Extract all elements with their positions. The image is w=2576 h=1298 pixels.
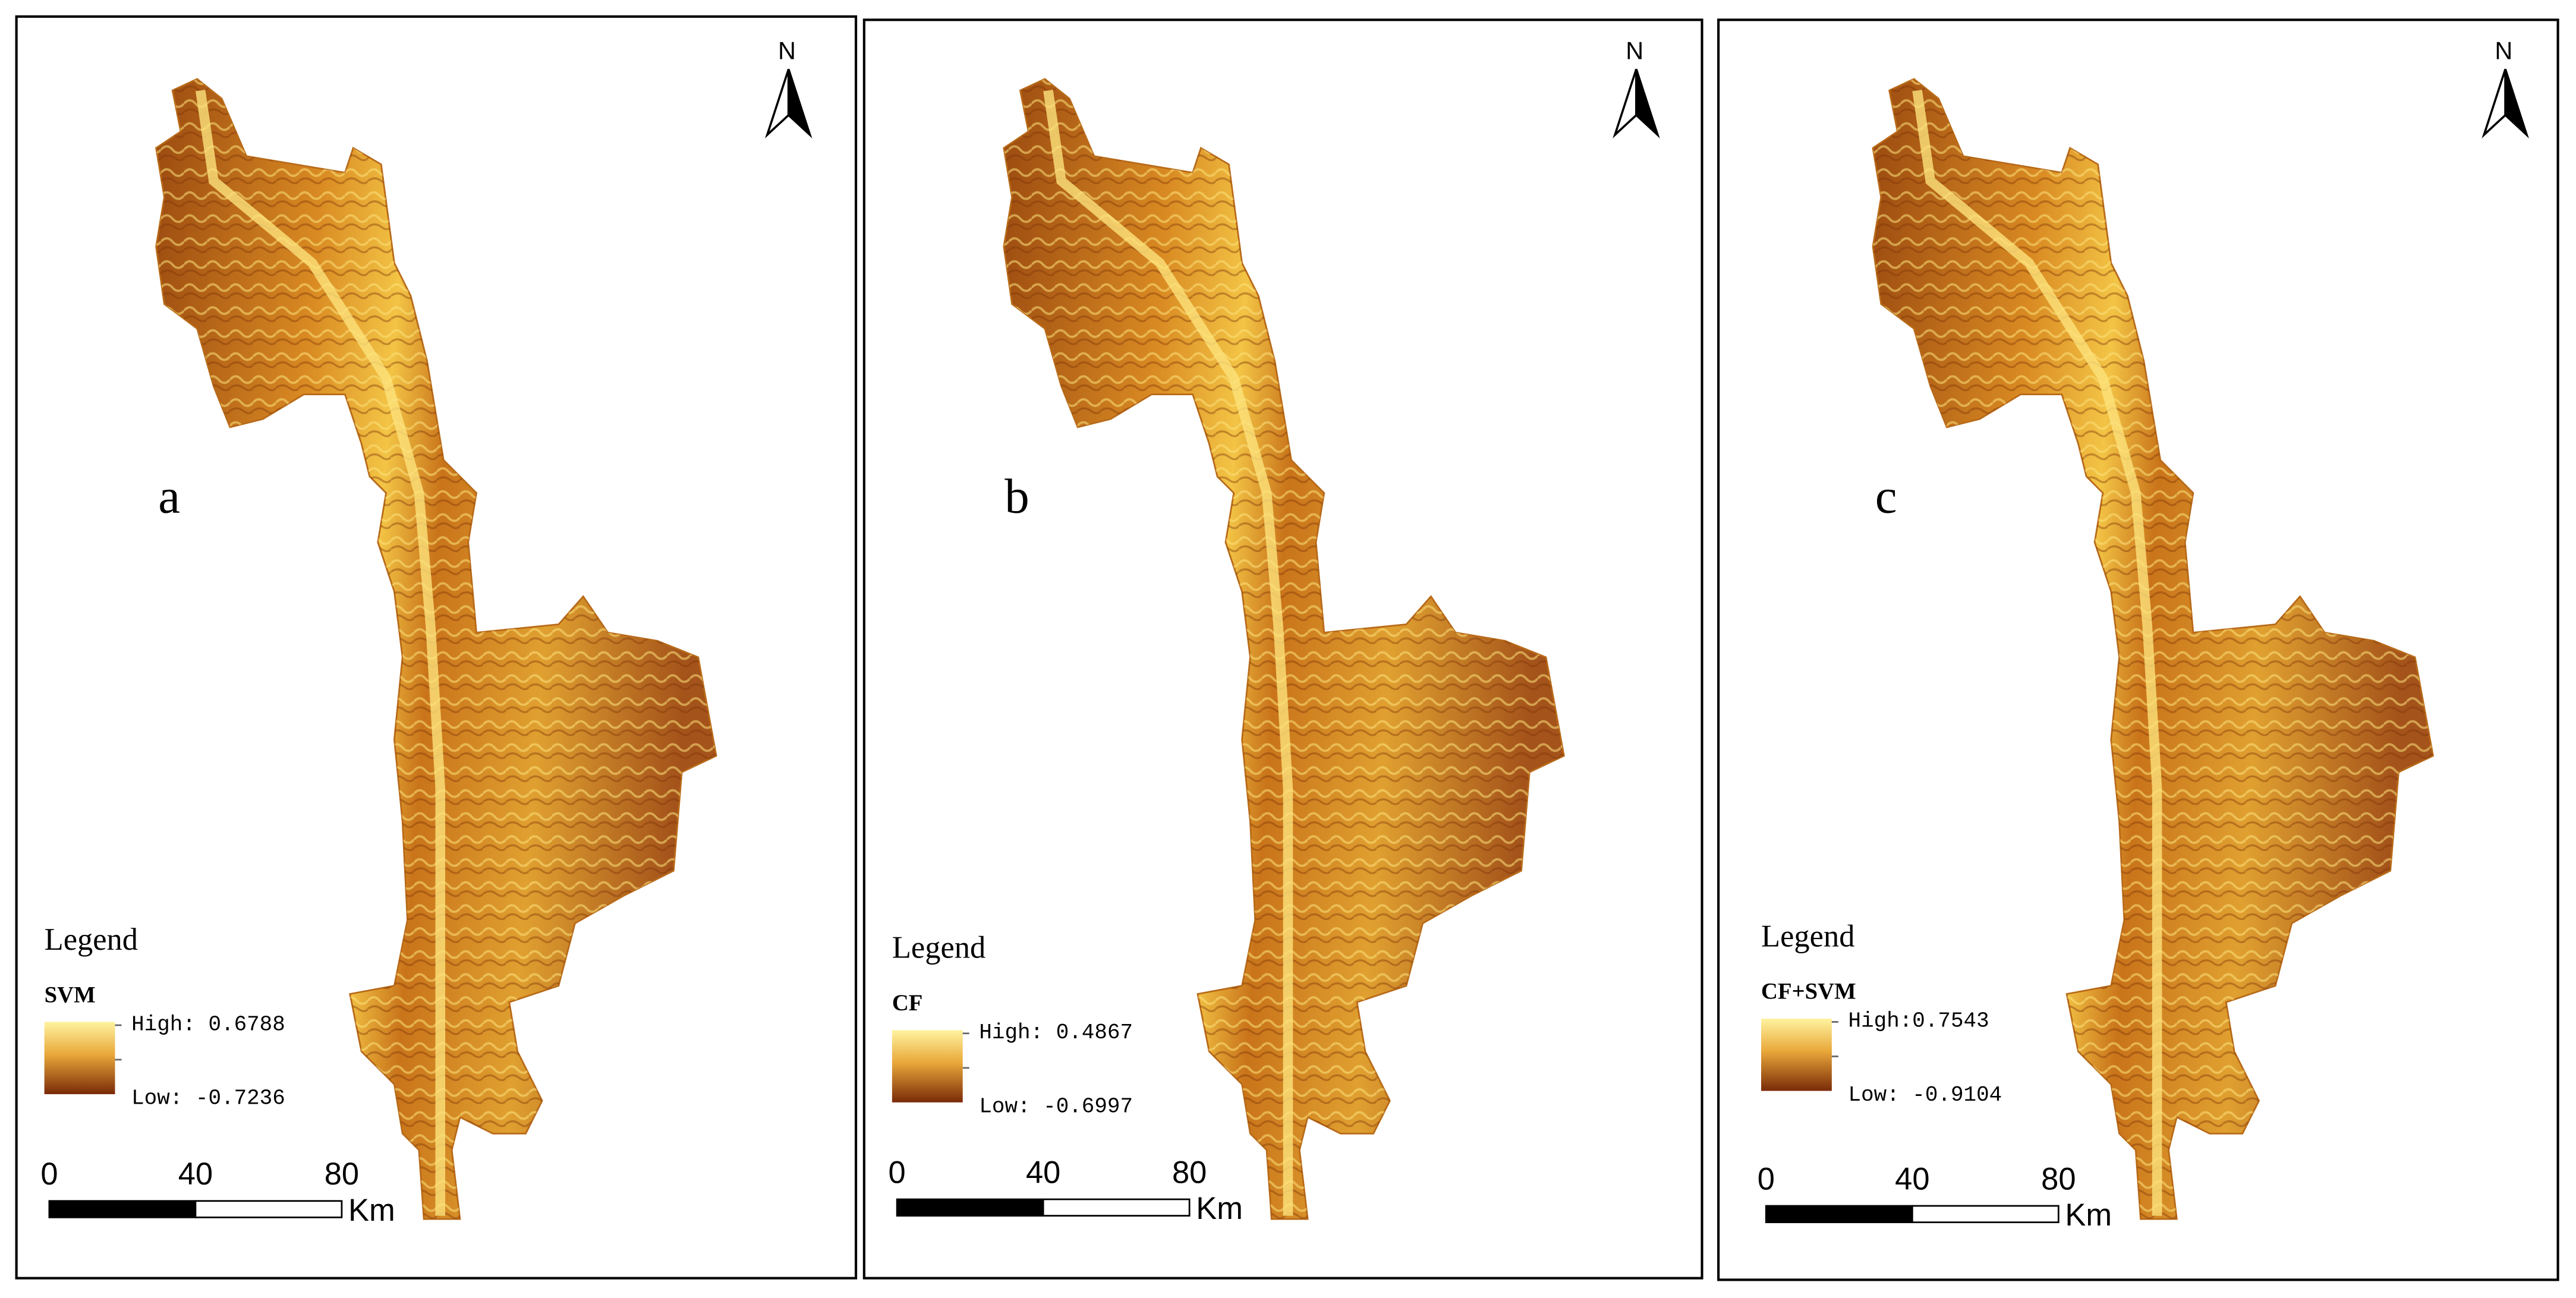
scale-unit: Km — [2065, 1198, 2112, 1233]
north-arrow — [2481, 68, 2506, 138]
north-arrow — [1613, 68, 1637, 138]
scale-tick-label: 40 — [1026, 1155, 1060, 1190]
north-label: N — [778, 37, 796, 65]
scale-tick-label: 0 — [40, 1157, 58, 1192]
legend-layer: CF+SVM — [1761, 979, 1856, 1004]
north-label: N — [2495, 37, 2512, 65]
scale-segment — [1911, 1205, 2059, 1224]
panel-label: a — [158, 469, 180, 524]
map-panel: Nc Legend CF+SVM High:0.7543 Low: -0.9104 0 40… — [1758, 37, 2529, 1233]
scale-tick-label: 80 — [2041, 1161, 2076, 1196]
legend-title: Legend — [45, 922, 138, 957]
scale-tick-label: 80 — [1172, 1155, 1207, 1190]
scale-unit: Km — [1196, 1191, 1243, 1226]
legend-ramp — [892, 1030, 963, 1102]
north-arrow — [2504, 68, 2529, 138]
legend-low: Low: -0.9104 — [1848, 1083, 2002, 1107]
legend-high: High: 0.4867 — [979, 1020, 1133, 1045]
panel-frame — [862, 18, 1703, 1280]
panel-frame — [1717, 18, 2559, 1281]
legend-high: High:0.7543 — [1848, 1009, 1989, 1034]
north-arrow — [1635, 68, 1660, 138]
panel-label: c — [1875, 469, 1897, 524]
valley-line — [1043, 90, 1293, 1216]
legend-layer: SVM — [45, 982, 96, 1007]
north-arrow — [787, 68, 813, 138]
valley-line — [196, 90, 446, 1216]
legend-layer: CF — [892, 991, 923, 1016]
scale-tick-label: 80 — [325, 1157, 359, 1192]
legend-ramp — [1761, 1018, 1832, 1091]
legend-high: High: 0.6788 — [131, 1012, 285, 1036]
map-panel: Nb Legend CF High: 0.4867 Low: -0.6997 0 40 80K… — [889, 37, 1660, 1226]
scale-tick-label: 40 — [1895, 1161, 1929, 1196]
scale-segment — [194, 1200, 343, 1218]
valley-line — [1912, 90, 2162, 1216]
map-panel: Na Legend SVM High: 0.6788 Low: -0.7236 0 40 80… — [40, 37, 813, 1228]
scale-tick-label: 40 — [178, 1157, 213, 1192]
north-label: N — [1626, 37, 1643, 65]
scale-segment — [48, 1200, 197, 1218]
legend-low: Low: -0.6997 — [979, 1094, 1133, 1119]
scale-unit: Km — [348, 1193, 395, 1228]
scale-segment — [1042, 1198, 1191, 1217]
scale-tick-label: 0 — [889, 1155, 906, 1190]
legend-title: Legend — [1761, 919, 1854, 953]
north-arrow — [764, 68, 790, 138]
legend-low: Low: -0.7236 — [131, 1086, 285, 1111]
scale-segment — [1765, 1205, 1913, 1224]
panel-frame — [15, 15, 858, 1280]
scale-tick-label: 0 — [1758, 1161, 1775, 1196]
panel-label: b — [1004, 469, 1029, 524]
legend-title: Legend — [892, 931, 985, 965]
scale-segment — [896, 1198, 1044, 1217]
legend-ramp — [44, 1022, 115, 1095]
